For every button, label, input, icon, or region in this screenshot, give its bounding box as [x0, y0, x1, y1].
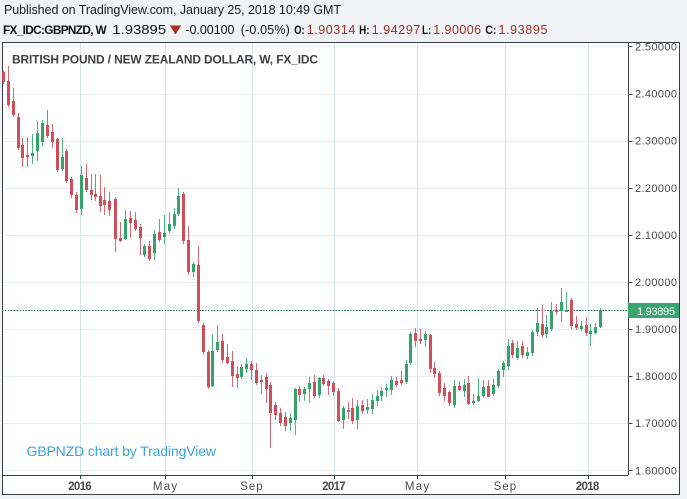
svg-text:1.90000: 1.90000 — [635, 324, 677, 336]
svg-text:2018: 2018 — [576, 481, 600, 493]
svg-text:BRITISH POUND / NEW ZEALAND DO: BRITISH POUND / NEW ZEALAND DOLLAR, W, F… — [12, 53, 318, 67]
svg-text:FX_IDC:GBPNZD, W: FX_IDC:GBPNZD, W — [3, 23, 107, 37]
svg-text:1.93895: 1.93895 — [637, 306, 675, 318]
svg-text:2.40000: 2.40000 — [635, 89, 677, 101]
svg-text:May: May — [153, 481, 177, 493]
svg-text:Sep: Sep — [494, 481, 516, 493]
svg-text:2.50000: 2.50000 — [635, 42, 677, 54]
svg-text:2.20000: 2.20000 — [635, 183, 677, 195]
svg-text:O:: O: — [294, 25, 304, 37]
svg-text:2.00000: 2.00000 — [635, 277, 677, 289]
svg-text:2.10000: 2.10000 — [635, 230, 677, 242]
svg-text:GBPNZD chart by TradingView: GBPNZD chart by TradingView — [27, 443, 217, 459]
svg-text:1.70000: 1.70000 — [635, 418, 677, 430]
svg-text:L:: L: — [422, 25, 431, 37]
svg-text:1.93895: 1.93895 — [112, 23, 166, 37]
svg-text:2017: 2017 — [322, 481, 346, 493]
svg-text:2016: 2016 — [68, 481, 92, 493]
svg-text:1.90314: 1.90314 — [307, 23, 356, 37]
svg-text:Sep: Sep — [240, 481, 263, 493]
svg-text:1.94297: 1.94297 — [372, 23, 421, 37]
svg-text:1.80000: 1.80000 — [635, 371, 677, 383]
svg-text:1.90006: 1.90006 — [433, 23, 481, 37]
svg-text:May: May — [405, 481, 429, 493]
svg-text:H:: H: — [359, 25, 369, 37]
svg-text:C:: C: — [485, 25, 496, 37]
svg-text:Published on TradingView.com,: Published on TradingView.com, January 25… — [4, 3, 341, 17]
svg-text:(-0.05%): (-0.05%) — [241, 23, 290, 37]
svg-text:-0.00100: -0.00100 — [185, 23, 234, 37]
svg-text:2.30000: 2.30000 — [635, 136, 677, 148]
svg-text:1.93895: 1.93895 — [499, 23, 548, 37]
svg-text:1.60000: 1.60000 — [635, 465, 677, 477]
